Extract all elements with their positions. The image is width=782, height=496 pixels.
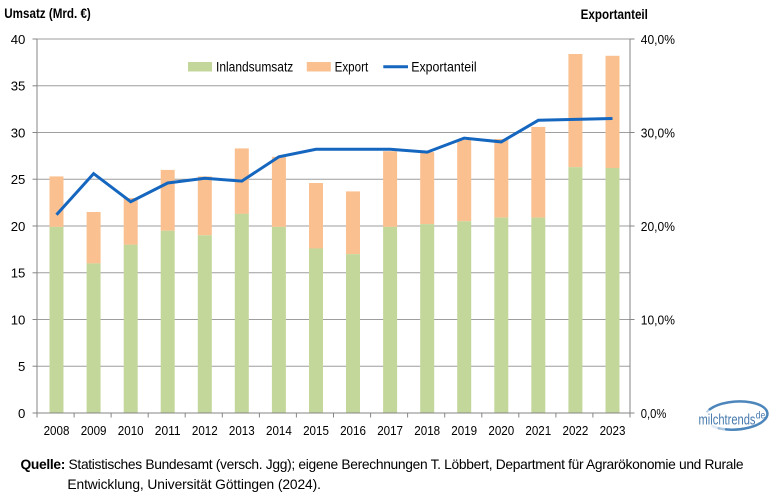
svg-text:2009: 2009	[81, 423, 107, 438]
svg-text:20: 20	[11, 219, 26, 234]
svg-text:milchtrends: milchtrends	[699, 413, 756, 429]
svg-text:2017: 2017	[377, 423, 403, 438]
svg-text:25: 25	[11, 172, 26, 187]
svg-text:35: 35	[11, 79, 26, 94]
svg-text:2014: 2014	[266, 423, 292, 438]
svg-text:2021: 2021	[525, 423, 551, 438]
svg-text:0: 0	[18, 406, 25, 421]
svg-text:Umsatz (Mrd. €): Umsatz (Mrd. €)	[4, 6, 91, 21]
svg-text:2010: 2010	[118, 423, 144, 438]
svg-text:2008: 2008	[44, 423, 70, 438]
svg-text:2020: 2020	[488, 423, 514, 438]
svg-text:10,0%: 10,0%	[641, 312, 675, 327]
svg-text:Exportanteil: Exportanteil	[581, 7, 648, 22]
svg-text:5: 5	[18, 359, 25, 374]
svg-text:2012: 2012	[192, 423, 218, 438]
svg-text:40,0%: 40,0%	[641, 32, 675, 47]
svg-text:2011: 2011	[155, 423, 181, 438]
svg-text:40: 40	[11, 32, 26, 47]
svg-text:0,0%: 0,0%	[641, 406, 667, 421]
svg-text:de: de	[756, 410, 766, 421]
svg-text:15: 15	[11, 266, 26, 281]
svg-text:10: 10	[11, 312, 26, 327]
svg-text:2018: 2018	[414, 423, 440, 438]
svg-text:2019: 2019	[451, 423, 477, 438]
svg-text:Inlandsumsatz: Inlandsumsatz	[216, 60, 294, 75]
svg-text:Export: Export	[335, 60, 369, 75]
svg-text:2016: 2016	[340, 423, 366, 438]
svg-text:30: 30	[11, 125, 26, 140]
svg-text:2022: 2022	[563, 423, 589, 438]
svg-text:2023: 2023	[600, 423, 626, 438]
svg-text:Exportanteil: Exportanteil	[411, 60, 476, 75]
svg-text:2015: 2015	[303, 423, 329, 438]
svg-text:20,0%: 20,0%	[641, 219, 675, 234]
svg-text:30,0%: 30,0%	[641, 125, 675, 140]
svg-text:2013: 2013	[229, 423, 255, 438]
